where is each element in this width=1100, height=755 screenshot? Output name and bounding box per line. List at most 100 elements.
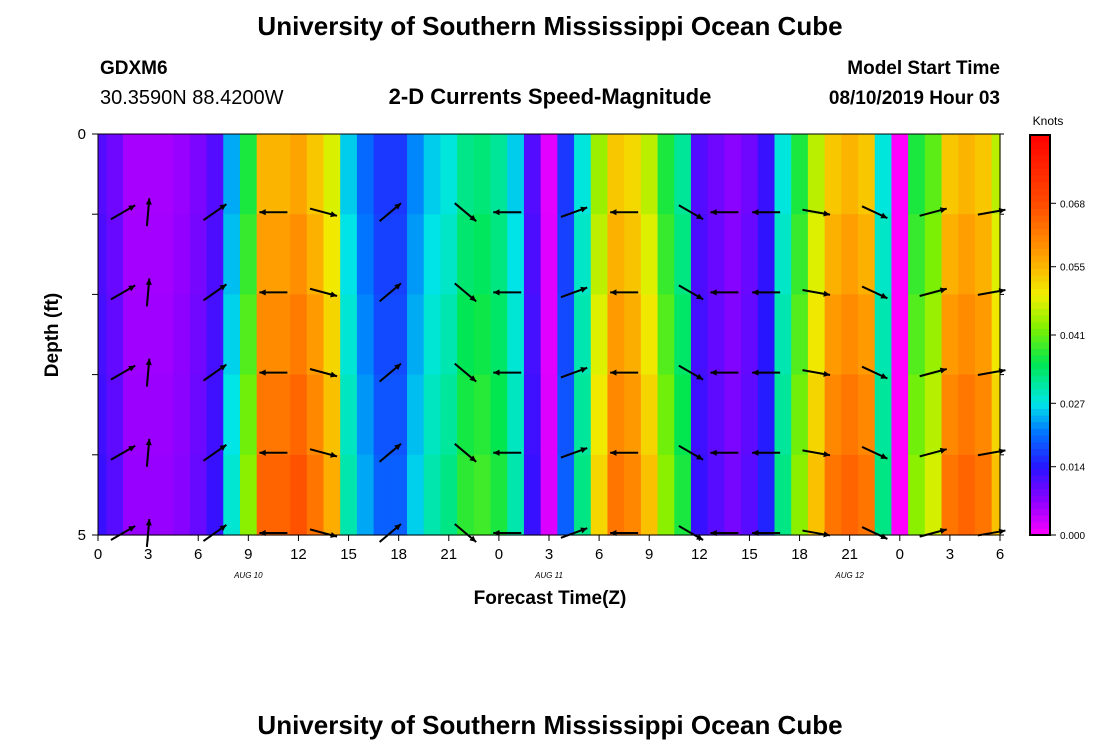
heatmap-cell [690,454,709,536]
heatmap-cell [156,134,174,215]
colorbar-segment [1030,188,1050,196]
heatmap-cell [189,214,208,295]
current-arrow [202,203,227,222]
colorbar-tick-label: 0.068 [1060,199,1085,210]
heatmap-cell [256,294,274,376]
x-tick-label: 21 [440,546,457,563]
colorbar-segment [1030,448,1050,456]
colorbar-segment [1030,368,1050,376]
heatmap-cell [340,134,358,215]
heatmap-cell [323,134,341,215]
heatmap-cell [173,374,191,456]
colorbar-segment [1030,341,1050,349]
heatmap-cell [223,294,241,376]
heatmap-cell [323,454,341,536]
x-tick-label: 6 [996,546,1004,563]
heatmap-cell [290,454,308,536]
current-arrow [493,289,522,296]
heatmap-cell [457,374,475,456]
x-tick-label: 12 [290,546,307,563]
heatmap-cell [407,214,425,295]
current-arrow [202,283,227,302]
colorbar-segment [1030,481,1050,489]
heatmap-cell [440,214,458,295]
heatmap-cell [807,374,826,456]
colorbar-segment [1030,175,1050,183]
heatmap-cell [574,374,592,456]
colorbar-segment [1030,148,1050,156]
colorbar-segment [1030,428,1050,436]
heatmap-cell [407,454,425,536]
heatmap-cell [306,454,325,536]
heatmap-cell [356,294,375,376]
heatmap-cell [674,134,692,215]
heatmap-cell [123,134,141,215]
colorbar-segment [1030,461,1050,469]
x-tick-label: 12 [691,546,708,563]
heatmap-cell [924,134,943,215]
heatmap-cell [98,294,107,376]
heatmap-cell [373,454,391,536]
current-arrow [919,207,947,217]
heatmap-cell [507,294,525,376]
heatmap-cell [440,134,458,215]
date-label: AUG 10 [233,571,263,580]
x-tick-label: 21 [841,546,858,563]
heatmap-cell [457,454,475,536]
current-arrow [145,198,152,227]
colorbar-segment [1030,195,1050,203]
heatmap-cell [824,134,842,215]
x-axis: 0 3 6 9 12 15 18 21 0 3 6 9 12 15 18 21 0 3 6 [94,535,1004,563]
heatmap-cell [173,294,191,376]
current-arrow [752,289,781,296]
heatmap-cell [807,214,826,295]
heatmap-cell [490,294,508,376]
x-tick-label: 0 [896,546,904,563]
heatmap-cell [574,294,592,376]
colorbar-segment [1030,281,1050,289]
heatmap-cell [173,214,191,295]
current-arrow [259,369,288,376]
heatmap-cell [373,294,391,376]
heatmap-cell [373,214,391,295]
x-tick-label: 9 [645,546,653,563]
heatmap-cell [958,134,976,215]
x-axis-label: Forecast Time(Z) [474,588,627,609]
heatmap-cell [189,134,208,215]
heatmap-cell [373,374,391,456]
heatmap-cell [657,294,675,376]
heatmap-cell [106,214,124,295]
current-arrow [202,443,227,462]
heatmap-cell [958,374,976,456]
date-labels: AUG 10 AUG 11 AUG 12 [233,571,864,580]
heatmap-cell [824,454,842,536]
x-tick-label: 3 [946,546,954,563]
heatmap-cell [774,134,792,215]
colorbar-segment [1030,335,1050,343]
current-arrow [802,449,831,458]
chart-subtitle: 2-D Currents Speed-Magnitude [389,84,712,109]
heatmap-cell [473,374,492,456]
heatmap-cell [139,374,158,456]
heatmap-cell [690,214,709,295]
current-arrow [919,367,947,378]
colorbar-segment [1030,415,1050,423]
heatmap-cell [841,374,859,456]
heatmap-cell [841,134,859,215]
current-arrow [454,202,477,222]
heatmap-cell [540,454,558,536]
current-arrow [560,366,588,379]
current-arrow [560,527,588,539]
heatmap-cell [991,454,1001,536]
heatmap-cell [707,454,725,536]
current-arrow [710,289,739,296]
heatmap-cell [523,374,542,456]
heatmap-cell [640,294,659,376]
colorbar-segment [1030,275,1050,283]
heatmap-cell [256,134,274,215]
heatmap-cell [807,294,826,376]
heatmap-cell [523,214,542,295]
heatmap-cell [607,294,625,376]
heatmap-cell [774,294,792,376]
heatmap-cell [290,134,308,215]
